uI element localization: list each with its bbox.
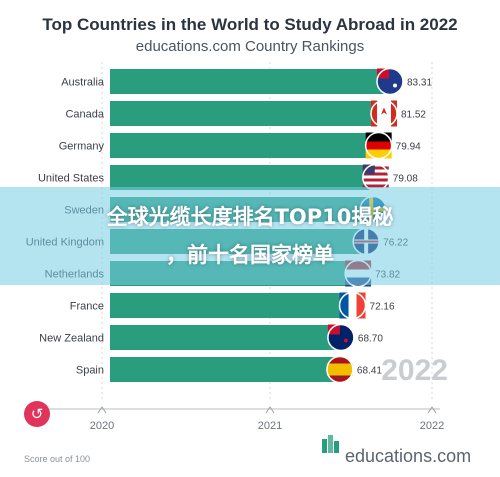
value-label: 79.94 xyxy=(396,142,421,153)
x-tick-label: 2020 xyxy=(90,420,114,432)
x-tick-label: 2021 xyxy=(258,420,282,432)
category-label: Australia xyxy=(61,77,105,89)
canada-flag-icon xyxy=(370,99,398,128)
australia-flag-icon xyxy=(376,67,404,96)
bar xyxy=(110,133,379,158)
new-zealand-flag-icon xyxy=(327,323,355,352)
bar xyxy=(110,293,353,318)
value-label: 68.41 xyxy=(357,366,382,377)
replay-icon: ↺ xyxy=(30,405,44,423)
x-tick-label: 2022 xyxy=(420,420,444,432)
bar xyxy=(110,357,340,382)
category-label: New Zealand xyxy=(39,333,104,345)
value-label: 72.16 xyxy=(370,302,395,313)
chart-subtitle: educations.com Country Rankings xyxy=(136,38,364,55)
bar xyxy=(110,69,390,94)
category-label: Spain xyxy=(76,365,104,377)
value-label: 81.52 xyxy=(401,110,426,121)
brand-name: educations.com xyxy=(345,446,471,466)
germany-flag-icon xyxy=(364,131,393,160)
year-label: 2022 xyxy=(381,354,448,387)
category-label: Germany xyxy=(59,141,105,153)
value-label: 79.08 xyxy=(393,174,418,185)
axis-tick-mark xyxy=(97,406,107,414)
france-flag-icon xyxy=(338,291,367,320)
bar xyxy=(110,101,384,126)
category-label: France xyxy=(70,301,104,313)
chart-title: Top Countries in the World to Study Abro… xyxy=(42,15,457,34)
bar xyxy=(110,325,341,350)
replay-button[interactable]: ↺ xyxy=(24,401,50,427)
usa-flag-icon xyxy=(362,163,390,192)
caption-line-1: 全球光缆长度排名TOP10揭秘 xyxy=(106,205,394,229)
score-note: Score out of 100 xyxy=(24,454,90,464)
spain-flag-icon xyxy=(326,355,354,384)
category-label: United States xyxy=(38,173,105,185)
bar xyxy=(110,165,376,190)
educations-logo-icon xyxy=(322,435,339,453)
value-label: 83.31 xyxy=(407,78,432,89)
category-label: Canada xyxy=(65,109,104,121)
axis-tick-mark xyxy=(427,406,437,414)
caption-overlay: 全球光缆长度排名TOP10揭秘 ，前十名国家榜单 xyxy=(0,187,500,285)
axis-tick-mark xyxy=(265,406,275,414)
caption-line-2: ，前十名国家榜单 xyxy=(166,243,334,267)
value-label: 68.70 xyxy=(358,334,383,345)
